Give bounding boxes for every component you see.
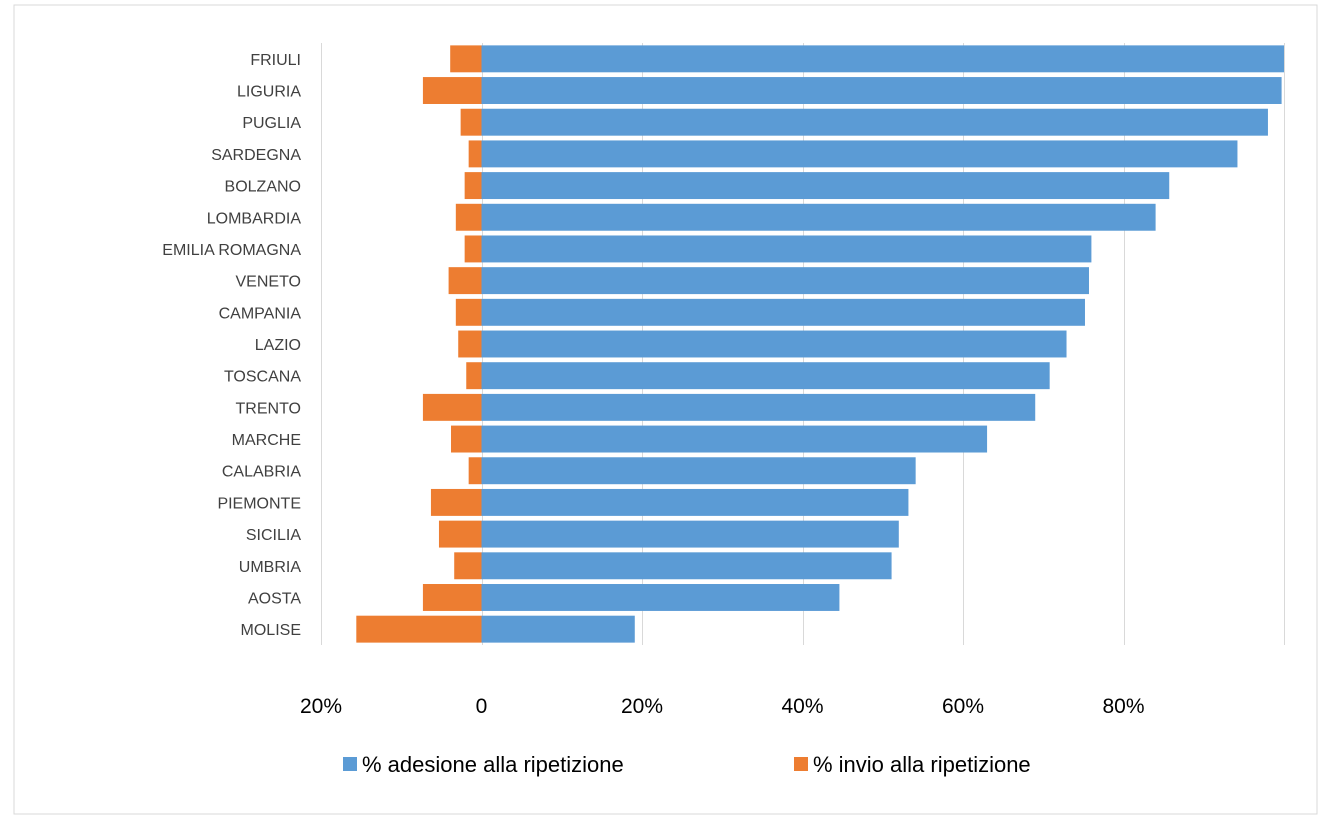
bar-adesione <box>481 235 1092 263</box>
bar-invio <box>422 77 482 104</box>
bar-adesione <box>481 298 1085 326</box>
bar-adesione <box>481 362 1050 390</box>
bar-invio <box>422 393 482 421</box>
bar-adesione <box>481 203 1156 231</box>
bar-adesione <box>481 330 1067 358</box>
bar-invio <box>464 172 482 200</box>
bar-adesione <box>481 488 909 516</box>
bar-invio <box>455 298 482 326</box>
legend-label: % invio alla ripetizione <box>813 752 1031 777</box>
category-label: LOMBARDIA <box>207 210 302 227</box>
category-label: PUGLIA <box>242 115 301 132</box>
bars <box>356 45 1284 643</box>
category-label: CAMPANIA <box>219 305 302 322</box>
bar-invio <box>356 615 482 643</box>
bar-adesione <box>481 615 635 643</box>
x-tick-label: 60% <box>942 695 984 718</box>
bar-adesione <box>481 267 1089 295</box>
category-label: AOSTA <box>248 590 301 607</box>
bar-invio <box>455 203 482 231</box>
category-label: MARCHE <box>232 432 301 449</box>
category-label: MOLISE <box>241 622 301 639</box>
category-label: EMILIA ROMAGNA <box>162 242 301 259</box>
category-label: SICILIA <box>246 527 301 544</box>
chart-border <box>13 4 1318 815</box>
category-label: SARDEGNA <box>211 147 301 164</box>
legend-swatch <box>343 757 357 771</box>
bar-invio <box>450 45 482 73</box>
bar-invio <box>451 425 482 453</box>
bar-invio <box>448 267 482 295</box>
category-label: CALABRIA <box>222 464 301 481</box>
x-tick-label: 80% <box>1102 695 1144 718</box>
bar-adesione <box>481 77 1282 104</box>
legend-label: % adesione alla ripetizione <box>362 752 624 777</box>
category-label: TOSCANA <box>224 369 301 386</box>
bar-invio <box>430 488 482 516</box>
bar-invio <box>464 235 482 263</box>
bar-adesione <box>481 552 892 580</box>
bar-adesione <box>481 172 1170 200</box>
category-label: UMBRIA <box>239 559 302 576</box>
bar-adesione <box>481 45 1284 73</box>
bar-adesione <box>481 108 1268 136</box>
bar-invio <box>422 584 482 611</box>
category-label: VENETO <box>236 274 302 291</box>
x-tick-label: 0 <box>476 695 488 718</box>
category-labels: FRIULI LIGURIA PUGLIA SARDEGNA BOLZANO LOMBAR… <box>162 52 301 639</box>
category-label: LIGURIA <box>237 84 301 101</box>
bar-adesione <box>481 520 899 548</box>
category-label: FRIULI <box>250 52 301 69</box>
bar-adesione <box>481 425 988 453</box>
bar-invio <box>438 520 482 548</box>
legend: % adesione alla ripetizione % invio alla … <box>343 752 1031 777</box>
category-label: TRENTO <box>236 400 301 417</box>
category-label: LAZIO <box>255 337 301 354</box>
bar-adesione <box>481 393 1036 421</box>
bar-invio <box>468 140 482 168</box>
bar-adesione <box>481 140 1238 168</box>
legend-swatch <box>794 757 808 771</box>
bar-adesione <box>481 457 916 485</box>
bar-invio <box>460 108 482 136</box>
x-tick-label: 40% <box>781 695 823 718</box>
x-tick-label: 20% <box>300 695 342 718</box>
x-tick-label: 20% <box>621 695 663 718</box>
bar-invio <box>454 552 482 580</box>
x-tick-labels: 20% 0 20% 40% 60% 80% <box>300 695 1145 718</box>
bar-invio <box>458 330 482 358</box>
bar-invio <box>468 457 482 485</box>
bar-adesione <box>481 584 840 611</box>
bar-invio <box>466 362 482 390</box>
category-label: PIEMONTE <box>217 495 301 512</box>
category-label: BOLZANO <box>225 179 301 196</box>
